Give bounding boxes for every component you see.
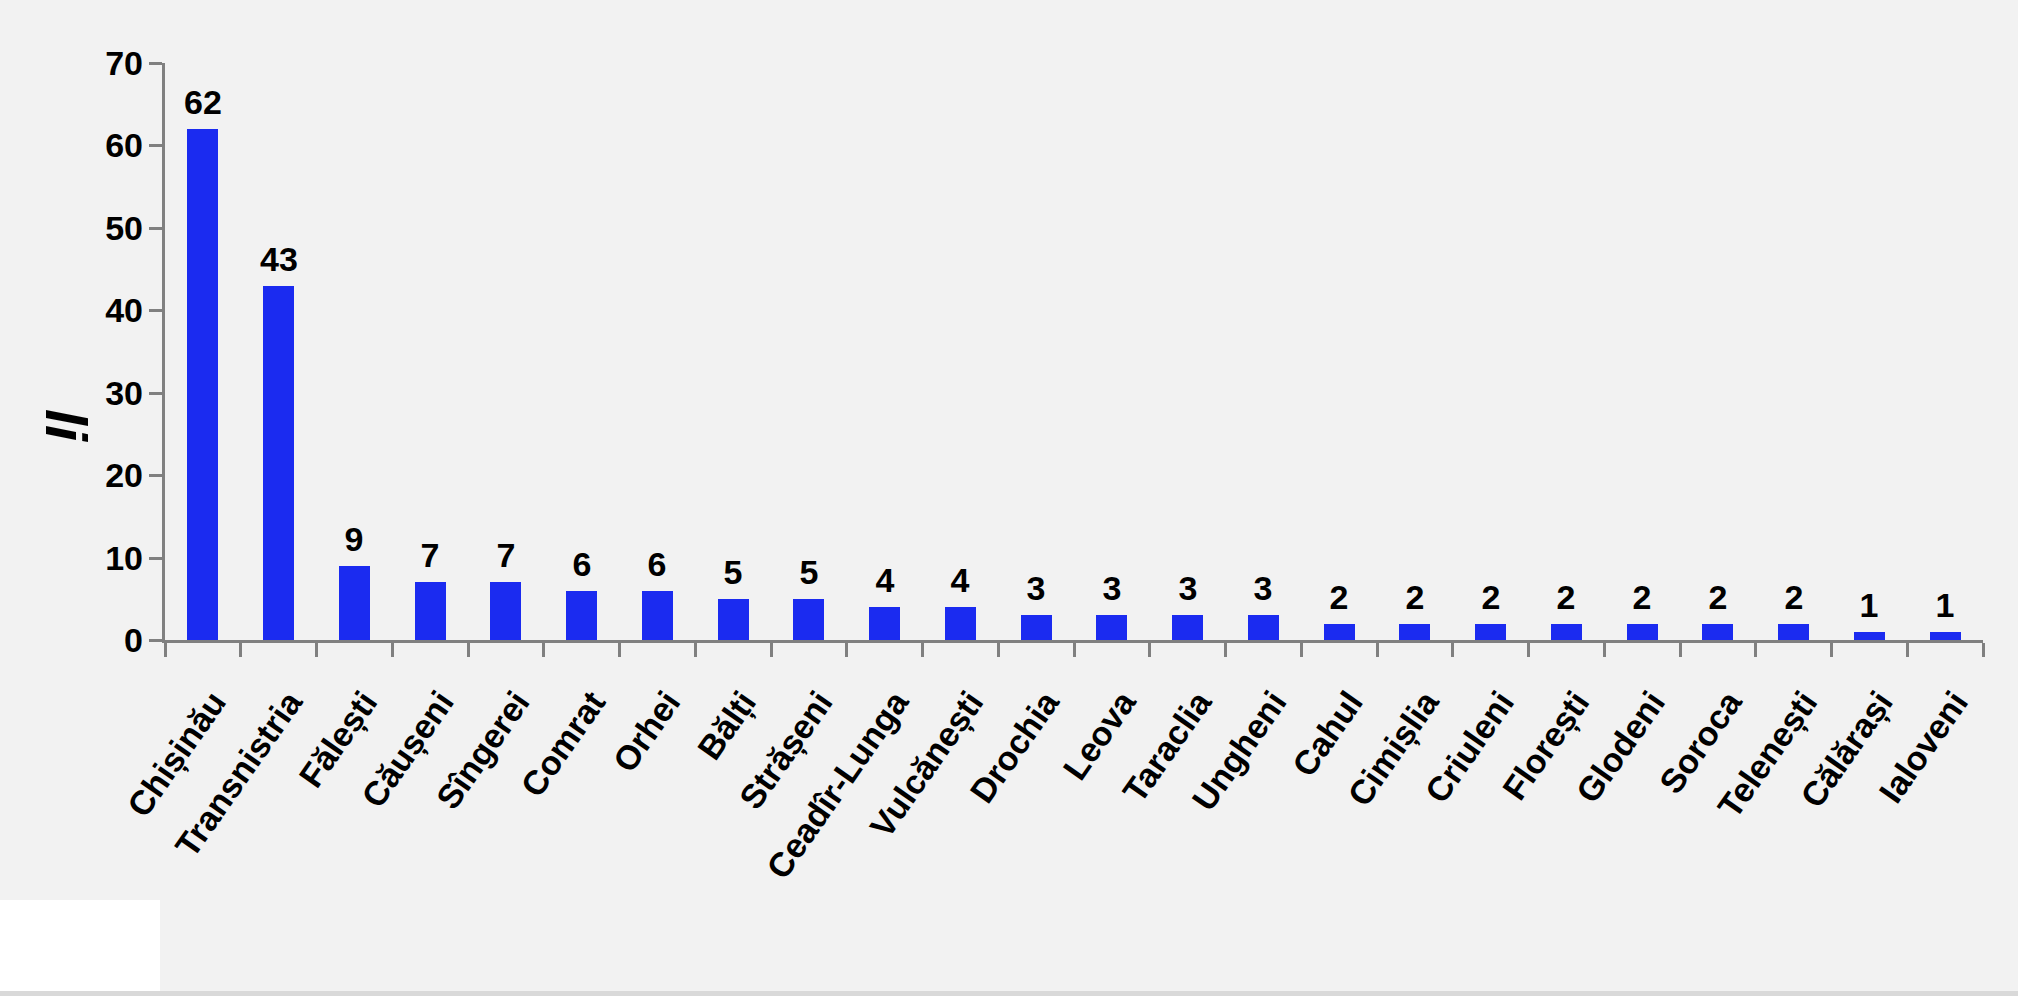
bar [1096, 615, 1127, 640]
bar [1551, 624, 1582, 640]
x-tick [542, 643, 545, 657]
bar [1399, 624, 1430, 640]
x-axis-label: Orhei [607, 685, 686, 777]
y-axis-title: li [14, 382, 118, 468]
y-axis-title-text: li [37, 409, 95, 441]
bar [1172, 615, 1203, 640]
x-tick [1376, 643, 1379, 657]
bar [1627, 624, 1658, 640]
y-tick [149, 474, 162, 477]
y-axis-line [162, 63, 165, 640]
white-overlay-box [0, 900, 160, 992]
y-tick [149, 309, 162, 312]
x-tick [997, 643, 1000, 657]
bar [642, 591, 673, 640]
y-tick-label: 70 [50, 46, 143, 80]
bar [1475, 624, 1506, 640]
x-tick [1754, 643, 1757, 657]
bar [1702, 624, 1733, 640]
x-tick [921, 643, 924, 657]
y-tick [149, 62, 162, 65]
x-axis-label: Bălți [692, 685, 762, 765]
bar-value-label: 62 [158, 83, 248, 121]
x-tick [1679, 643, 1682, 657]
bar-value-label: 1 [1900, 586, 1990, 624]
x-tick [315, 643, 318, 657]
y-tick [149, 639, 162, 642]
x-tick [1300, 643, 1303, 657]
bottom-edge-strip [0, 991, 2018, 996]
y-tick-label: 10 [50, 541, 143, 575]
bar [869, 607, 900, 640]
bar [339, 566, 370, 640]
y-tick [149, 557, 162, 560]
bar [1248, 615, 1279, 640]
bar [566, 591, 597, 640]
y-tick [149, 392, 162, 395]
x-tick [1906, 643, 1909, 657]
bar [793, 599, 824, 640]
bar [490, 582, 521, 640]
bar-value-label: 43 [234, 240, 324, 278]
bar [1778, 624, 1809, 640]
x-tick [618, 643, 621, 657]
x-tick [1527, 643, 1530, 657]
x-tick [1982, 643, 1985, 657]
y-tick-label: 50 [50, 211, 143, 245]
x-tick [1148, 643, 1151, 657]
x-tick [164, 643, 167, 657]
x-tick [1830, 643, 1833, 657]
bar [1021, 615, 1052, 640]
x-tick [239, 643, 242, 657]
x-tick [1224, 643, 1227, 657]
x-tick [391, 643, 394, 657]
bar-chart: 01020304050607062Chișinău43Transnistria9… [0, 0, 2018, 996]
bar [1324, 624, 1355, 640]
y-tick-label: 60 [50, 128, 143, 162]
bar [415, 582, 446, 640]
x-tick [845, 643, 848, 657]
y-tick [149, 227, 162, 230]
x-tick [694, 643, 697, 657]
x-tick [1603, 643, 1606, 657]
bar [1930, 632, 1961, 640]
y-tick-label: 40 [50, 293, 143, 327]
x-tick [467, 643, 470, 657]
bar [263, 286, 294, 640]
y-tick [149, 144, 162, 147]
y-tick-label: 0 [50, 623, 143, 657]
x-tick [770, 643, 773, 657]
bar [718, 599, 749, 640]
bar [187, 129, 218, 640]
x-tick [1073, 643, 1076, 657]
x-tick [1451, 643, 1454, 657]
bar [1854, 632, 1885, 640]
bar [945, 607, 976, 640]
